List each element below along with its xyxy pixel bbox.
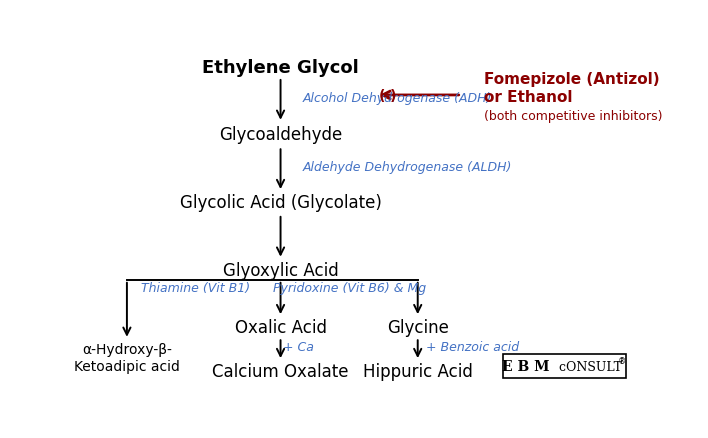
- Text: E B M: E B M: [502, 359, 549, 373]
- Text: Thiamine (Vit B1): Thiamine (Vit B1): [141, 282, 250, 294]
- Text: Alcohol Dehydrogenase (ADH): Alcohol Dehydrogenase (ADH): [302, 92, 492, 105]
- Text: (-): (-): [378, 89, 396, 103]
- Text: Ethylene Glycol: Ethylene Glycol: [202, 59, 359, 77]
- Text: Glycoaldehyde: Glycoaldehyde: [219, 126, 342, 144]
- Text: Glycolic Acid (Glycolate): Glycolic Acid (Glycolate): [180, 194, 382, 212]
- Text: Glyoxylic Acid: Glyoxylic Acid: [223, 261, 338, 279]
- Text: + Benzoic acid: + Benzoic acid: [426, 340, 519, 353]
- Text: Fomepizole (Antizol): Fomepizole (Antizol): [484, 72, 659, 87]
- Text: Glycine: Glycine: [387, 318, 449, 336]
- Text: + Ca: + Ca: [283, 340, 314, 353]
- Text: ᴄONSULT: ᴄONSULT: [554, 360, 622, 373]
- Text: (both competitive inhibitors): (both competitive inhibitors): [484, 110, 662, 123]
- Text: Oxalic Acid: Oxalic Acid: [234, 318, 326, 336]
- Text: Pyridoxine (Vit B6) & Mg: Pyridoxine (Vit B6) & Mg: [273, 282, 426, 294]
- Text: Hippuric Acid: Hippuric Acid: [362, 362, 473, 380]
- Bar: [503, 354, 626, 378]
- Text: ®: ®: [617, 356, 626, 365]
- Text: or Ethanol: or Ethanol: [484, 90, 572, 105]
- Text: α-Hydroxy-β-
Ketoadipic acid: α-Hydroxy-β- Ketoadipic acid: [74, 343, 180, 373]
- Text: Aldehyde Dehydrogenase (ALDH): Aldehyde Dehydrogenase (ALDH): [302, 161, 512, 174]
- Text: Calcium Oxalate: Calcium Oxalate: [212, 362, 349, 380]
